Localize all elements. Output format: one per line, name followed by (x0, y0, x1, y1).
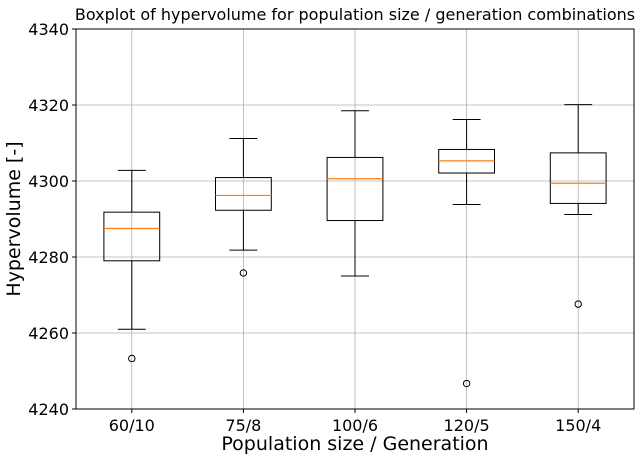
x-tick-label: 75/8 (225, 416, 261, 435)
x-tick-label: 150/4 (555, 416, 601, 435)
outlier-point (574, 300, 582, 308)
y-tick-label: 4240 (28, 400, 69, 419)
box-75-8 (215, 137, 272, 277)
iqr-box (103, 211, 161, 262)
box-100-6 (326, 110, 384, 277)
outlier-point (462, 379, 471, 388)
y-axis-title: Hypervolume [-] (3, 141, 25, 296)
x-tick-label: 100/6 (332, 416, 378, 435)
y-tick-label: 4300 (28, 172, 69, 191)
box-150-4 (549, 104, 607, 308)
y-axis-ticks: 4240 4260 4280 4300 4320 4340 (28, 20, 76, 419)
iqr-box (326, 156, 384, 222)
y-tick-label: 4340 (28, 20, 69, 39)
box-60-10 (103, 169, 161, 363)
x-axis-ticks: 60/10 75/8 100/6 120/5 150/4 (109, 409, 601, 435)
y-tick-label: 4320 (28, 96, 69, 115)
box-120-5 (438, 118, 496, 388)
iqr-box (549, 152, 607, 204)
outlier-point (239, 269, 248, 277)
iqr-box (215, 177, 272, 211)
outlier-point (128, 354, 136, 363)
boxes-layer (103, 104, 607, 388)
chart-title: Boxplot of hypervolume for population si… (75, 5, 635, 24)
y-tick-label: 4260 (28, 324, 69, 343)
y-tick-label: 4280 (28, 248, 69, 267)
x-tick-label: 120/5 (444, 416, 490, 435)
x-axis-title: Population size / Generation (221, 433, 488, 455)
x-tick-label: 60/10 (109, 416, 155, 435)
